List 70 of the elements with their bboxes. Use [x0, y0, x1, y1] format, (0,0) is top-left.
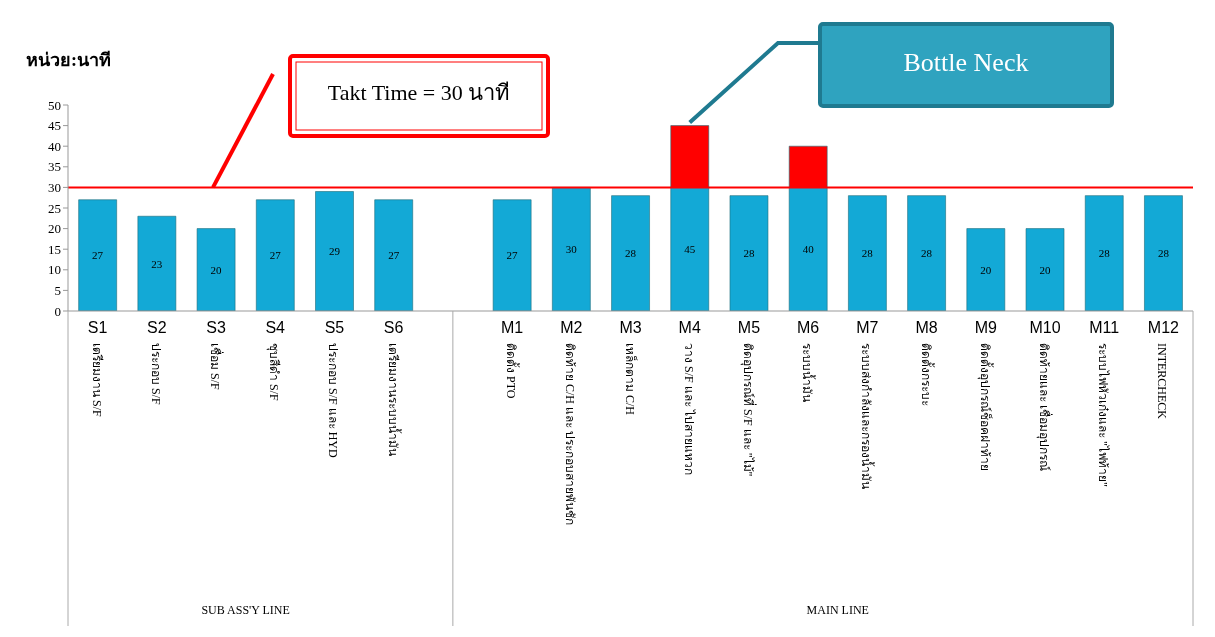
total-label: 27	[388, 249, 400, 262]
y-tick-label: 50	[48, 97, 61, 113]
total-label: 30	[565, 243, 578, 256]
x-tick-label: S1 เตรียมงาน S/F	[87, 319, 108, 418]
x-tick-label: M9 ติดตั้งอุปกรณ์ช็อคฝาท้าย	[974, 319, 997, 471]
x-tick-label: S2 ประกอบ S/F	[147, 319, 167, 406]
y-tick-label: 0	[54, 303, 61, 319]
y-tick-label: 10	[48, 262, 61, 278]
y-tick-label: 45	[48, 118, 61, 134]
total-label: 20	[1039, 263, 1051, 276]
x-tick-label: S6 เตรียมงานระบบน้ำมัน	[383, 319, 404, 456]
bar	[848, 195, 887, 311]
y-tick-label: 40	[48, 138, 61, 154]
y-tick-label: 35	[48, 159, 61, 175]
y-axis-title: หน่วย:นาที	[26, 50, 111, 70]
y-tick-label: 25	[48, 200, 61, 216]
total-label: 28	[1157, 247, 1170, 260]
bar	[492, 199, 532, 311]
total-label: 20	[980, 263, 992, 276]
bar	[196, 228, 236, 311]
total-label: 28	[1098, 247, 1111, 260]
bar	[78, 199, 117, 311]
bar	[1084, 195, 1124, 311]
bar	[966, 228, 1006, 311]
total-label: 20	[210, 263, 223, 276]
x-tick-label: M1 ติดตั้ง PTO	[500, 319, 524, 399]
x-tick-label: S3 เชื่อม S/F	[206, 319, 226, 391]
x-tick-label: M2 ติดท้าย C/H และ ประกอบสายพันชัก	[560, 319, 583, 526]
y-tick-label: 15	[48, 241, 61, 257]
bar	[611, 195, 650, 311]
total-label: 28	[921, 247, 933, 260]
x-tick-label: M6 ระบบน้ำมัน	[797, 319, 820, 402]
total-label: 28	[625, 247, 637, 260]
x-tick-label: M3 เหล็กตาม C/H	[619, 319, 642, 416]
total-label: 45	[684, 243, 696, 256]
bar	[552, 187, 591, 311]
x-tick-label: M4 วาง S/F และ ไปสายแหวก	[678, 319, 701, 475]
y-tick-label: 30	[48, 180, 61, 196]
x-tick-label: S4 ชุบสีดำ S/F	[265, 319, 286, 402]
total-label: 29	[328, 245, 341, 258]
bar	[670, 187, 710, 311]
y-tick-label: 5	[54, 283, 61, 299]
bar	[907, 195, 946, 311]
annotation: Takt Time = 30 นาที	[327, 80, 511, 105]
bar	[315, 191, 354, 311]
x-tick-label: M8 ติดตั้งกระบะ	[915, 319, 938, 406]
y-tick-label: 20	[48, 221, 61, 237]
total-label: 27	[269, 249, 282, 262]
total-label: 27	[506, 249, 519, 262]
total-label: 28	[743, 247, 755, 260]
bar	[1025, 228, 1065, 311]
text: SUB ASS'Y LINE	[201, 603, 290, 617]
bar	[729, 195, 769, 311]
bar	[374, 199, 414, 311]
total-label: 23	[151, 257, 163, 270]
bar	[1144, 195, 1183, 311]
x-tick-label: M11 ระบบไฟหัวเก๋งและ "ไฟท้าย"	[1089, 319, 1120, 487]
x-tick-label: M10 ติดท้ายและ เชื่อมอุปกรณ์	[1029, 319, 1061, 471]
bar	[137, 215, 177, 311]
text: Bottle Neck	[903, 48, 1029, 77]
x-tick-label: M12 INTERCHECK	[1147, 319, 1180, 420]
total-label: 28	[861, 247, 874, 260]
bar	[255, 199, 295, 311]
x-tick-label: S5 ประกอบ S/F และ HYD	[324, 319, 345, 459]
x-tick-label: M7 ระบบส่งกำลังและกรองน้ำมัน	[856, 319, 879, 489]
text: MAIN LINE	[806, 603, 869, 617]
total-label: 40	[802, 243, 815, 256]
total-label: 27	[92, 249, 104, 262]
x-tick-label: M5 ติดอุปกรณ์ที่ S/F และ "ไม้"	[737, 319, 761, 477]
bar	[788, 187, 828, 311]
